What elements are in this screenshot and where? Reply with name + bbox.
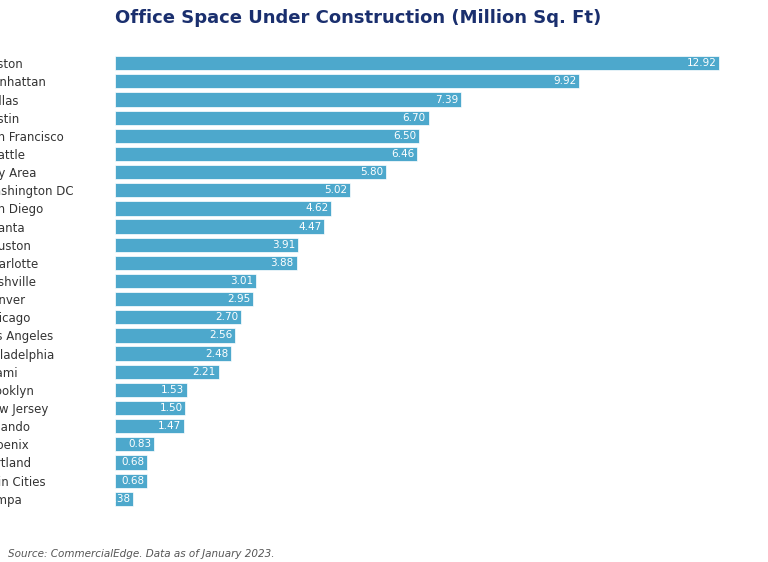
Text: 1.53: 1.53 [161, 385, 184, 395]
Bar [115, 201, 331, 215]
Text: Office Space Under Construction (Million Sq. Ft): Office Space Under Construction (Million… [115, 8, 601, 26]
Bar [115, 74, 579, 88]
Bar [115, 165, 386, 179]
Text: 0.68: 0.68 [121, 475, 144, 486]
Text: 1.50: 1.50 [160, 403, 183, 413]
Bar [115, 492, 133, 506]
Text: 5.02: 5.02 [324, 185, 347, 195]
Text: 0.83: 0.83 [128, 439, 151, 449]
Text: 2.56: 2.56 [209, 330, 232, 341]
Text: 5.80: 5.80 [360, 167, 384, 177]
Text: 3.88: 3.88 [270, 258, 294, 268]
Text: 6.70: 6.70 [402, 113, 425, 123]
Text: 9.92: 9.92 [553, 76, 576, 87]
Bar [115, 238, 298, 252]
Bar [115, 401, 185, 415]
Text: 2.95: 2.95 [227, 294, 250, 304]
Text: 2.48: 2.48 [205, 348, 228, 359]
Bar [115, 383, 187, 397]
Text: 0.68: 0.68 [121, 457, 144, 468]
Text: 3.91: 3.91 [272, 240, 295, 250]
Text: 6.46: 6.46 [391, 149, 415, 159]
Text: 1.47: 1.47 [158, 421, 181, 431]
Text: 6.50: 6.50 [393, 131, 416, 141]
Bar [115, 56, 720, 70]
Bar [115, 292, 253, 306]
Bar [115, 129, 419, 143]
Text: 4.47: 4.47 [298, 221, 322, 232]
Text: 12.92: 12.92 [687, 58, 717, 68]
Bar [115, 347, 231, 361]
Bar [115, 93, 461, 107]
Text: 0.38: 0.38 [107, 494, 130, 504]
Bar [115, 474, 147, 488]
Bar [115, 111, 429, 125]
Bar [115, 220, 324, 234]
Bar [115, 419, 184, 433]
Text: 7.39: 7.39 [435, 94, 458, 105]
Bar [115, 147, 417, 161]
Bar [115, 437, 154, 451]
Bar [115, 183, 350, 197]
Text: 3.01: 3.01 [230, 276, 253, 286]
Bar [115, 328, 235, 342]
Text: 2.70: 2.70 [216, 312, 239, 322]
Bar [115, 310, 241, 324]
Bar [115, 455, 147, 469]
Text: 4.62: 4.62 [305, 203, 329, 214]
Bar [115, 256, 296, 270]
Text: 2.21: 2.21 [193, 367, 216, 377]
Text: Source: CommercialEdge. Data as of January 2023.: Source: CommercialEdge. Data as of Janua… [8, 549, 274, 559]
Bar [115, 274, 256, 288]
Bar [115, 365, 219, 379]
